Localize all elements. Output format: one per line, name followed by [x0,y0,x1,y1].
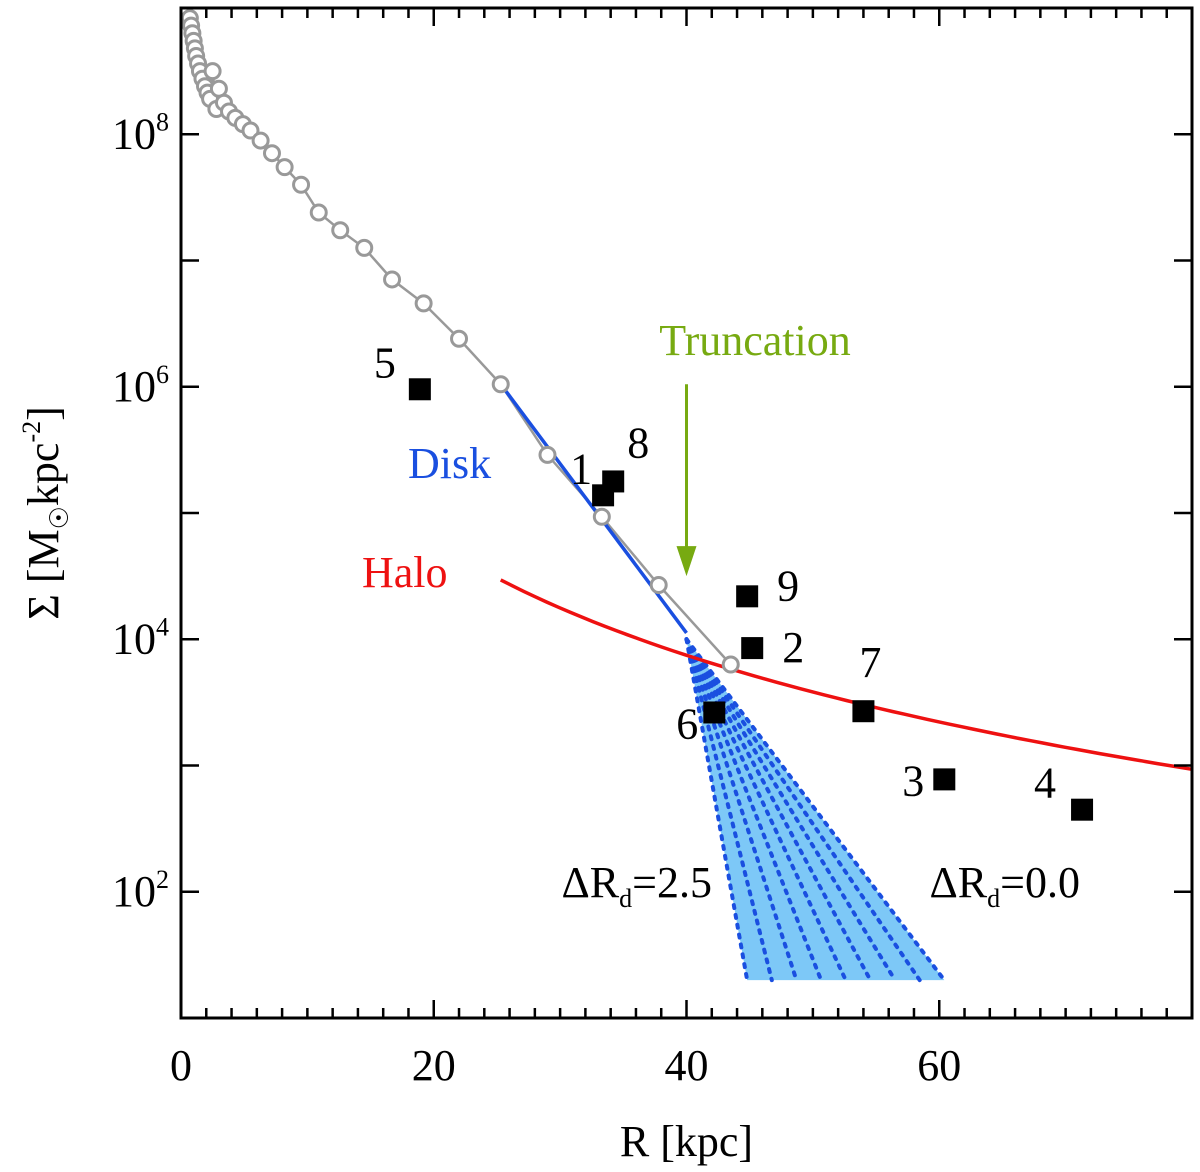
data-point-label-8: 8 [627,418,649,467]
profile-point [414,294,433,313]
truncation-label: Truncation [659,316,851,365]
profile-point [538,445,557,464]
fan-profile-line [684,637,799,983]
fan-profile-line [684,637,750,983]
fan-profile-line [684,637,947,983]
data-point-label-9: 9 [777,561,799,610]
profile-point [721,655,740,674]
data-point-label-1: 1 [570,444,592,493]
data-point-3 [933,768,956,791]
truncation-fan [684,637,947,983]
fan-profile-line [684,637,922,983]
profile-point [292,175,311,194]
x-tick-label: 40 [665,1041,709,1090]
profile-point [331,221,350,240]
profile-point [203,62,222,81]
profile-point [309,203,328,222]
annotations: Truncation Disk Halo ΔRd=2.5 ΔRd=0.0 [362,316,1080,913]
disk-line [499,383,688,634]
data-point-label-4: 4 [1034,759,1056,808]
profile-point [262,144,281,163]
data-point-8 [602,470,625,493]
data-point-2 [741,637,764,660]
data-markers: 1 2 3 4 5 6 7 8 9 [374,338,1094,821]
data-point-label-5: 5 [374,338,396,387]
data-point-4 [1071,798,1094,821]
profile-point [450,329,469,348]
y-axis-title: Σ [M☉kpc-2] [17,406,74,620]
profile-point [383,270,402,289]
halo-label: Halo [362,548,448,597]
fan-label-left: ΔRd=2.5 [562,858,712,913]
fan-label-right: ΔRd=0.0 [930,858,1080,913]
fan-profile-line [684,637,824,983]
profile-lines [180,9,1193,772]
y-tick-label: 102 [112,865,169,916]
x-axis-title: R [kpc] [620,1117,753,1166]
disk-label: Disk [408,439,491,488]
axes: 0 20 40 60 102 104 106 108 R [kpc] Σ [M☉kpc-2] [17,6,1194,1166]
x-tick-label: 0 [170,1041,192,1090]
data-point-label-2: 2 [782,623,804,672]
data-point-5 [408,378,431,401]
y-tick-label: 106 [112,360,169,411]
halo-curve [499,578,1193,772]
profile-point [355,238,374,257]
data-point-label-7: 7 [859,638,881,687]
data-point-label-6: 6 [676,699,698,748]
fan-profile-line [684,637,848,983]
fan-profile-line [684,637,898,983]
y-tick-label: 104 [112,612,169,663]
profile-point [251,131,270,150]
x-tick-label: 60 [917,1041,961,1090]
data-point-6 [703,701,726,724]
profile-point [275,158,294,177]
fan-profile-line [684,637,774,983]
data-point-9 [736,585,759,608]
x-tick-label: 20 [412,1041,456,1090]
truncation-arrowhead [676,546,697,577]
profile-point [491,375,510,394]
y-tick-label: 108 [112,107,169,158]
fan-profile-line [684,637,873,983]
data-point-label-3: 3 [902,756,924,805]
data-point-7 [852,700,875,723]
profile-point [592,507,611,526]
profile-point [649,575,668,594]
